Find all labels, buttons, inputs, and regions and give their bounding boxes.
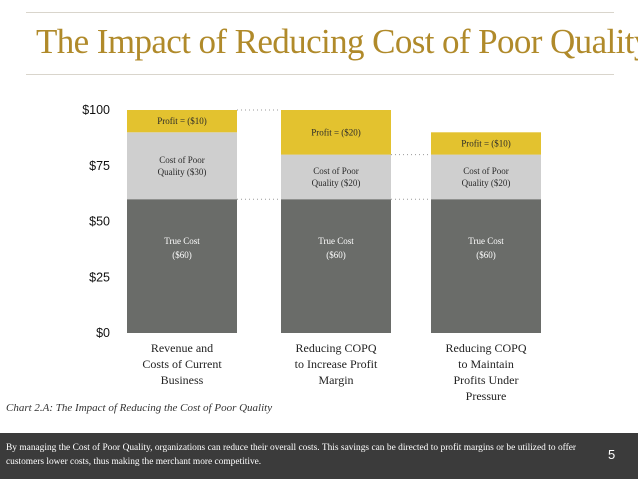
category-label: Costs of Current — [142, 357, 222, 371]
bar-segment-copq — [127, 132, 237, 200]
y-tick-label: $75 — [89, 159, 110, 173]
category-label: Reducing COPQ — [446, 341, 527, 355]
category-label: Profits Under — [454, 373, 519, 387]
category-label: to Maintain — [458, 357, 514, 371]
title-rule — [26, 74, 614, 75]
y-tick-label: $0 — [96, 326, 110, 340]
bar-label-true-cost: ($60) — [172, 250, 192, 260]
bar-label-profit: Profit = ($20) — [311, 127, 361, 137]
footer-bar: By managing the Cost of Poor Quality, or… — [0, 433, 638, 479]
bar-label-profit: Profit = ($10) — [157, 116, 207, 126]
category-label: Margin — [318, 373, 353, 387]
top-rule — [26, 12, 614, 13]
bar-label-true-cost: True Cost — [318, 236, 354, 246]
bar-label-copq: Quality ($20) — [312, 178, 361, 188]
category-label: Pressure — [466, 389, 507, 403]
bar-label-true-cost: ($60) — [326, 250, 346, 260]
bar-label-true-cost: True Cost — [468, 236, 504, 246]
category-label: Revenue and — [151, 341, 213, 355]
bar-segment-true-cost — [281, 199, 391, 333]
bar-label-true-cost: True Cost — [164, 236, 200, 246]
bar-label-true-cost: ($60) — [476, 250, 496, 260]
chart-caption: Chart 2.A: The Impact of Reducing the Co… — [6, 402, 273, 414]
bar-label-copq: Quality ($20) — [462, 178, 511, 188]
y-tick-label: $25 — [89, 270, 110, 284]
page-number: 5 — [608, 447, 616, 462]
bar-label-copq: Cost of Poor — [159, 155, 205, 165]
bar-label-profit: Profit = ($10) — [461, 138, 511, 148]
footer-text: By managing the Cost of Poor Quality, or… — [6, 443, 576, 467]
y-tick-label: $100 — [82, 103, 110, 117]
category-label: Business — [161, 373, 204, 387]
bar-segment-true-cost — [127, 199, 237, 333]
bar-segment-copq — [431, 154, 541, 200]
page-title: The Impact of Reducing Cost of Poor Qual… — [36, 22, 638, 61]
category-label: to Increase Profit — [295, 357, 378, 371]
bar-segment-profit — [281, 110, 391, 155]
bar-segment-profit — [127, 110, 237, 133]
bar-label-copq: Quality ($30) — [158, 167, 207, 177]
bar-label-copq: Cost of Poor — [463, 166, 509, 176]
category-label: Reducing COPQ — [296, 341, 377, 355]
y-tick-label: $50 — [89, 215, 110, 229]
bar-segment-copq — [281, 154, 391, 200]
bar-label-copq: Cost of Poor — [313, 166, 359, 176]
bar-segment-true-cost — [431, 199, 541, 333]
bar-segment-profit — [431, 132, 541, 155]
